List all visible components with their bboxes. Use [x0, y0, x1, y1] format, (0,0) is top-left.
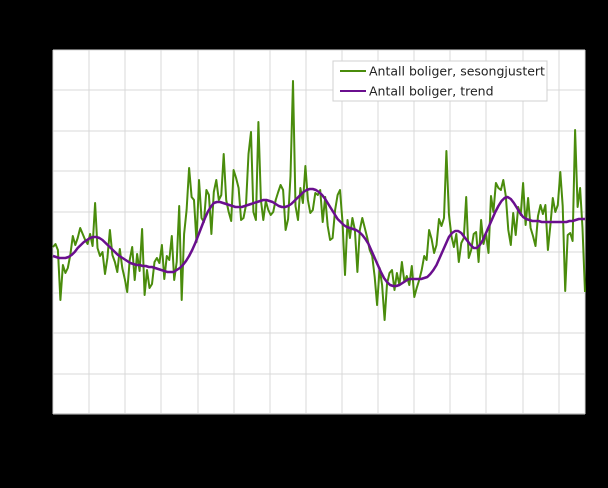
legend-box	[332, 60, 548, 102]
legend-label-trend: Antall boliger, trend	[369, 84, 494, 99]
plot-border-bottom	[53, 413, 585, 415]
legend-label-sesongjustert: Antall boliger, sesongjustert	[369, 64, 545, 79]
series-trend-line	[52, 187, 585, 288]
plot-area	[53, 50, 585, 414]
legend: Antall boliger, sesongjustert Antall bol…	[332, 60, 548, 102]
